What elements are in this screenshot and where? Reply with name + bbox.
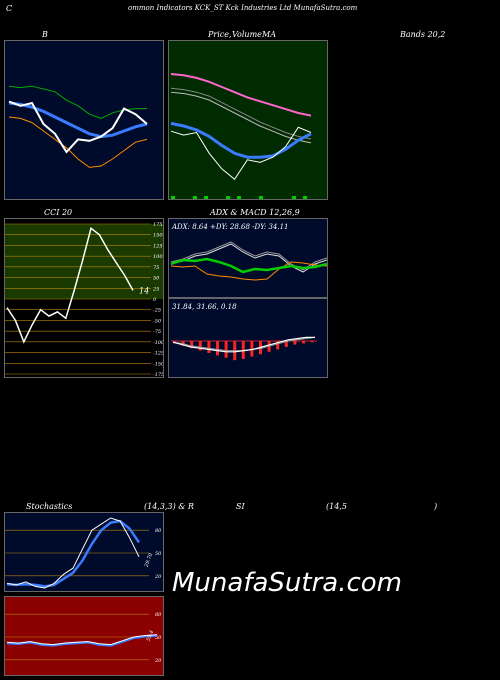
panel-background bbox=[5, 513, 163, 591]
cci-tick-label: 150 bbox=[153, 233, 163, 239]
macd-panel: 31.84, 31.66, 0.18 bbox=[168, 298, 328, 378]
price-title-b: Volume bbox=[232, 30, 262, 39]
stoch-title-c: SI bbox=[236, 502, 245, 511]
macd-histogram-bar bbox=[198, 341, 202, 351]
watermark: MunafaSutra.com bbox=[172, 568, 403, 598]
bollinger-panel bbox=[4, 40, 164, 200]
cci-tick-label: 50 bbox=[153, 276, 160, 282]
header-c: C bbox=[6, 4, 13, 13]
stoch-title-b: (14,3,3) & R bbox=[144, 502, 194, 511]
cci-tick-label: 75 bbox=[153, 265, 159, 271]
cci-line bbox=[6, 227, 134, 344]
rsi-tick-label: 20 bbox=[154, 658, 162, 664]
stoch-tick-label: 50 bbox=[155, 551, 162, 557]
panel-background bbox=[169, 219, 327, 297]
bollinger-title: B bbox=[42, 30, 48, 39]
rsi-tick-label: 80 bbox=[155, 612, 162, 618]
cci-title: CCI 20 bbox=[44, 208, 73, 217]
bands-title: Bands 20,2 bbox=[400, 30, 446, 39]
cci-tick-label: 125 bbox=[153, 243, 163, 249]
cci-tick-label: -175 bbox=[153, 372, 164, 378]
volume-bar bbox=[171, 196, 175, 199]
stoch-title-e: ) bbox=[434, 502, 438, 511]
adx-line bbox=[170, 257, 327, 274]
macd-values-label: 31.84, 31.66, 0.18 bbox=[172, 303, 237, 311]
adx-values-label: ADX: 8.64 +DY: 28.68 -DY: 34.11 bbox=[171, 223, 288, 231]
cci-tick-label: -75 bbox=[153, 329, 161, 335]
price-series-3 bbox=[170, 126, 312, 181]
stoch-tick-label: 20 bbox=[154, 574, 162, 580]
volume-bar bbox=[193, 196, 197, 199]
cci-upper-zone bbox=[5, 224, 163, 299]
macd-histogram-bar bbox=[302, 341, 305, 344]
cci-last-label: 14 bbox=[139, 286, 149, 295]
macd-line bbox=[172, 336, 315, 353]
volume-bar bbox=[303, 196, 307, 199]
minus-di-line-b bbox=[170, 241, 327, 271]
stoch-title-d: (14,5 bbox=[326, 502, 347, 511]
price-series-1 bbox=[170, 87, 312, 140]
macd-histogram-bar bbox=[190, 341, 194, 349]
adx-panel: ADX: 8.64 +DY: 28.68 -DY: 34.11 bbox=[168, 218, 328, 298]
plus-di-line bbox=[170, 261, 327, 281]
bollinger-series-2 bbox=[8, 101, 148, 139]
cci-tick-label: 100 bbox=[153, 254, 163, 260]
price-series-1-b bbox=[170, 91, 312, 144]
price-title-c: MA bbox=[262, 30, 276, 39]
rsi-line bbox=[6, 634, 158, 646]
cci-tick-label: -25 bbox=[153, 308, 161, 314]
stoch-last-label: 29.70 bbox=[143, 552, 154, 569]
volume-bar bbox=[226, 196, 230, 199]
rsi-signal-line bbox=[6, 634, 158, 647]
panel-background bbox=[5, 597, 163, 675]
stoch-k-line bbox=[6, 517, 140, 589]
macd-histogram-bar bbox=[216, 341, 219, 356]
macd-histogram-bar bbox=[207, 341, 211, 353]
macd-histogram-bar bbox=[250, 341, 254, 357]
rsi-panel: 80 50 20 55.4 bbox=[4, 596, 164, 676]
macd-histogram-bar bbox=[276, 341, 280, 350]
panel-background bbox=[5, 41, 163, 199]
cci-tick-label: -150 bbox=[153, 361, 164, 367]
volume-bar bbox=[292, 196, 296, 199]
volume-bar bbox=[237, 196, 241, 199]
cci-tick-label: -125 bbox=[153, 351, 164, 357]
page-title: ommon Indicators KCK_ST Kck Industries L… bbox=[128, 4, 358, 12]
bollinger-series-1 bbox=[8, 116, 148, 168]
stoch-d-line bbox=[6, 519, 141, 588]
bollinger-series-3 bbox=[8, 100, 148, 154]
macd-histogram-bar bbox=[224, 341, 228, 358]
macd-histogram-bar bbox=[284, 341, 288, 347]
minus-di-line bbox=[170, 243, 327, 273]
price-title-a: Price, bbox=[208, 30, 232, 39]
cci-tick-label: -100 bbox=[153, 340, 164, 346]
rsi-last-label: 55.4 bbox=[146, 630, 155, 643]
rsi-tick-label: 50 bbox=[155, 635, 162, 641]
cci-tick-label: 0 bbox=[153, 297, 157, 303]
price-ma-panel bbox=[168, 40, 328, 200]
stoch-title-a: Stochastics bbox=[26, 502, 73, 511]
cci-tick-label: 25 bbox=[152, 286, 159, 292]
cci-tick-label: -50 bbox=[153, 318, 162, 324]
price-series-0 bbox=[170, 73, 312, 117]
macd-histogram-bar bbox=[293, 341, 297, 345]
price-series-2 bbox=[170, 121, 312, 159]
macd-histogram-bar bbox=[310, 341, 314, 343]
cci-tick-label: 175 bbox=[153, 222, 163, 228]
volume-bar bbox=[204, 196, 208, 199]
volume-bar bbox=[259, 196, 263, 199]
macd-histogram-bar bbox=[241, 341, 245, 359]
stoch-tick-label: 80 bbox=[155, 528, 162, 534]
adx-title: ADX & MACD 12,26,9 bbox=[210, 208, 300, 217]
cci-panel: 175 150 125 100 75 50 25 0 -25 -50 -75 -100 -125 -150… bbox=[4, 218, 164, 378]
